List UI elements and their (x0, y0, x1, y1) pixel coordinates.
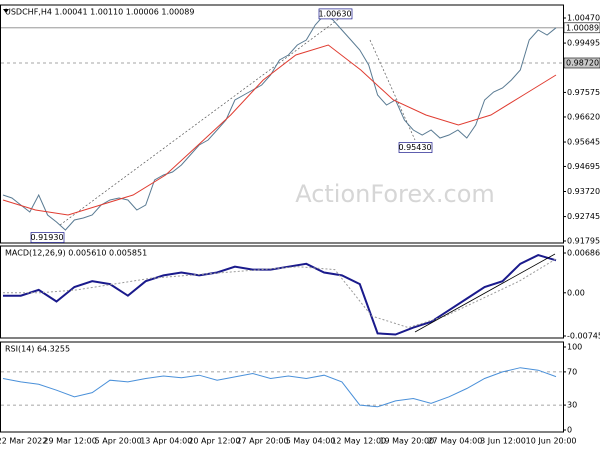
y-tick-label: 0.96620 (567, 112, 600, 121)
x-tick-label: 10 Jun 20:00 (526, 437, 577, 446)
y-tick-label: 70 (567, 367, 577, 376)
y-tick-label: 0.92745 (567, 212, 600, 221)
x-tick-label: 19 May 20:00 (379, 437, 434, 446)
panel-title: MACD(12,26,9) 0.005610 0.005851 (5, 249, 147, 258)
level-label: 1.00089 (566, 23, 599, 32)
panel-frame (0, 4, 564, 244)
x-tick-label: 13 Apr 04:00 (140, 437, 192, 446)
series-line (3, 258, 557, 329)
x-tick-label: 22 Mar 2022 (0, 437, 47, 446)
y-tick-label: 30 (567, 401, 577, 410)
y-tick-label: 0.95645 (567, 138, 600, 147)
y-tick-label: 100 (567, 342, 582, 351)
trend-line (414, 253, 556, 333)
y-tick-label: 1.00470 (567, 14, 600, 23)
y-tick-label: -0.007454 (567, 331, 600, 340)
annotation-label: 0.95430 (398, 143, 431, 152)
y-tick-label: 0.97575 (567, 88, 600, 97)
panel-title: RSI(14) 64.3255 (5, 345, 70, 354)
x-tick-label: 5 May 04:00 (286, 437, 336, 446)
y-tick-label: 0.99495 (567, 39, 600, 48)
level-label: 0.98720 (566, 58, 599, 67)
x-tick-label: 12 May 12:00 (331, 437, 386, 446)
x-tick-label: 3 Jun 12:00 (480, 437, 526, 446)
x-tick-label: 29 Mar 12:00 (43, 437, 96, 446)
x-tick-label: 20 Apr 12:00 (188, 437, 240, 446)
level-label-box (563, 57, 600, 69)
annotation-label: 0.91930 (30, 233, 63, 242)
y-tick-label: 0.91795 (567, 236, 600, 245)
annotation-box (398, 142, 433, 153)
y-tick-label: 0 (567, 426, 572, 435)
annotation-box (30, 232, 65, 243)
level-label-box (563, 22, 600, 34)
annotation-box (318, 8, 353, 20)
y-tick-label: 0.006861 (567, 249, 600, 258)
x-tick-label: 27 May 04:00 (427, 437, 482, 446)
annotation-label: 1.00630 (318, 9, 351, 18)
y-tick-label: 0.93720 (567, 187, 600, 196)
x-tick-label: 5 Apr 20:00 (95, 437, 142, 446)
panel-title: USDCHF,H4 1.00041 1.00110 1.00006 1.0008… (5, 8, 194, 17)
series-line (2, 367, 557, 408)
panel-frame (0, 341, 564, 433)
watermark: ActionForex.com (295, 180, 495, 208)
panel-frame (0, 245, 564, 339)
y-tick-label: 0.00 (567, 288, 585, 297)
x-tick-label: 27 Apr 20:00 (236, 437, 288, 446)
series-line (2, 44, 557, 216)
series-line (2, 14, 557, 231)
y-tick-label: 0.94695 (567, 162, 600, 171)
menu-arrow (3, 9, 9, 13)
